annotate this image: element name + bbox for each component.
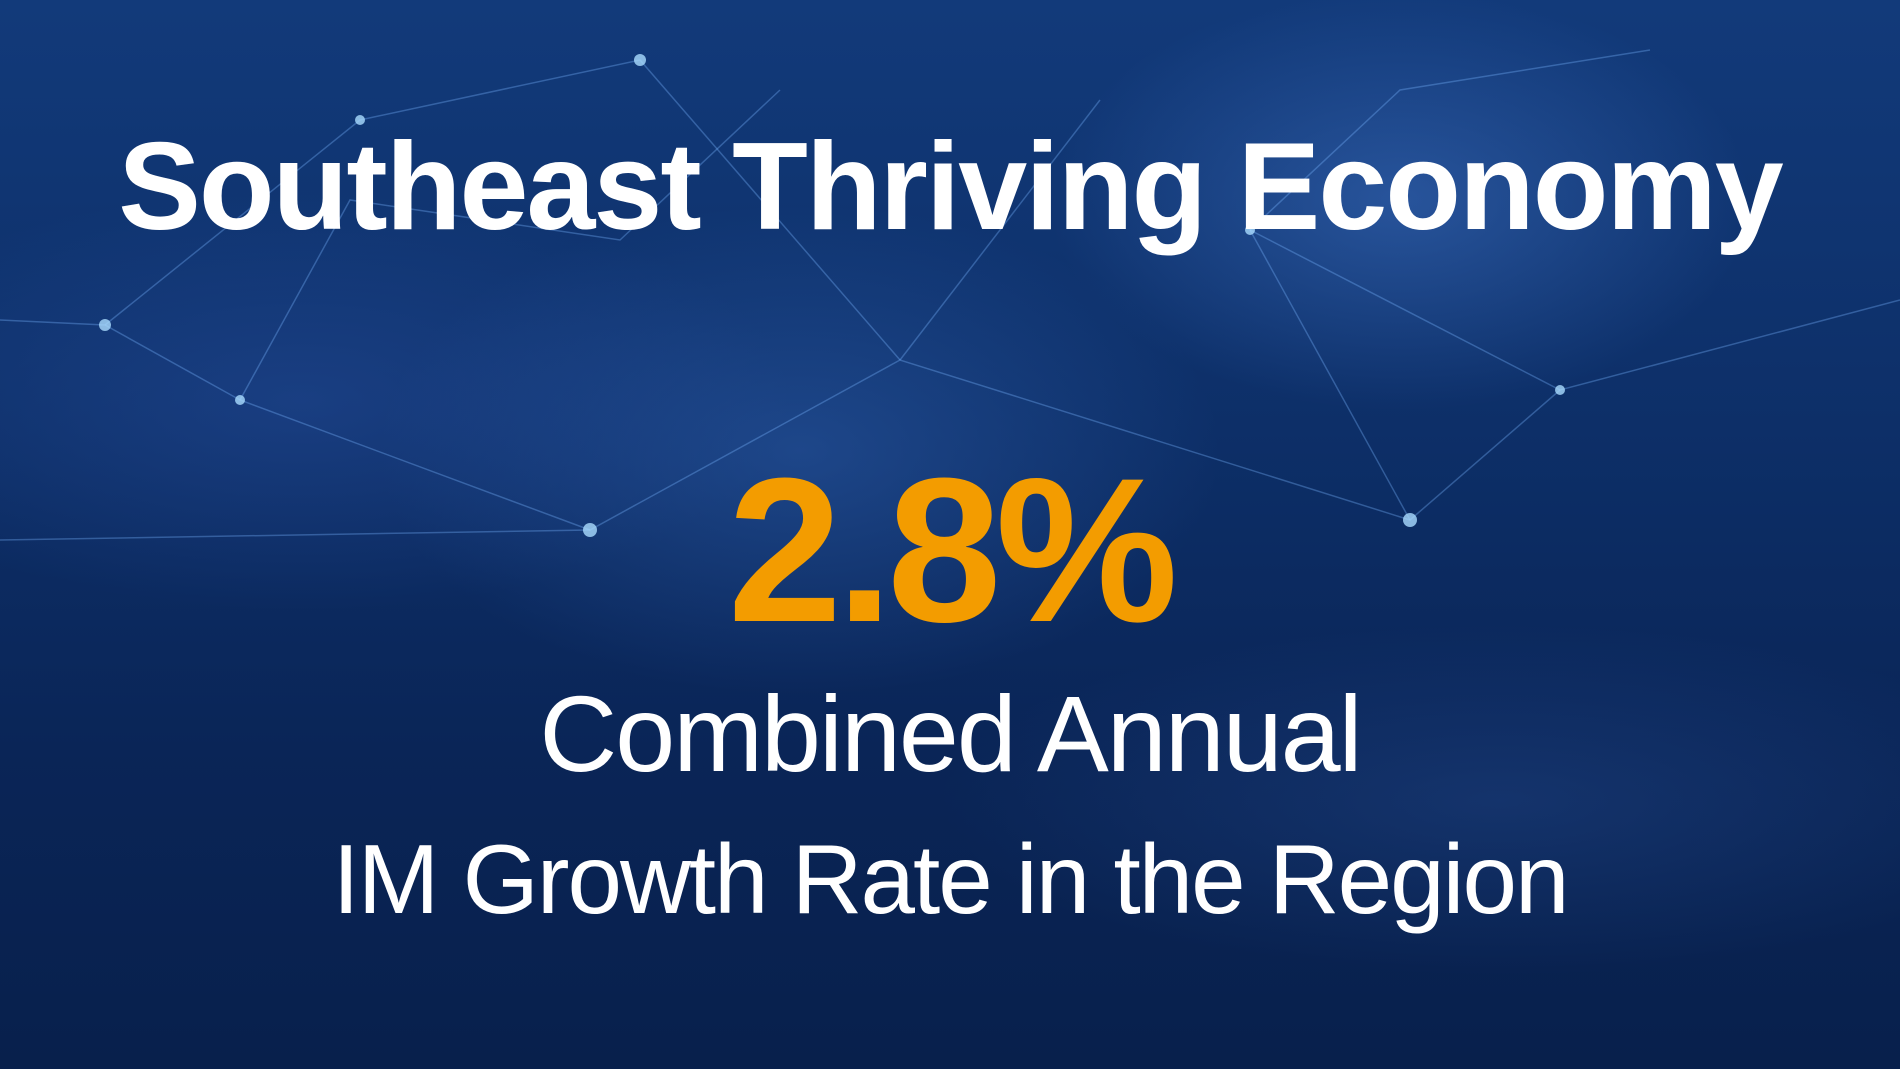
caption-text-1: Combined Annual [539, 673, 1362, 794]
stat-value: 2.8% [727, 435, 1178, 665]
headline-title: Southeast Thriving Economy [0, 125, 1900, 249]
caption-text-2: IM Growth Rate in the Region [332, 824, 1570, 934]
headline-text: Southeast Thriving Economy [118, 118, 1784, 256]
caption-line-2: IM Growth Rate in the Region [0, 830, 1900, 928]
caption-line-1: Combined Annual [0, 680, 1900, 788]
growth-rate-stat: 2.8% [0, 435, 1900, 665]
